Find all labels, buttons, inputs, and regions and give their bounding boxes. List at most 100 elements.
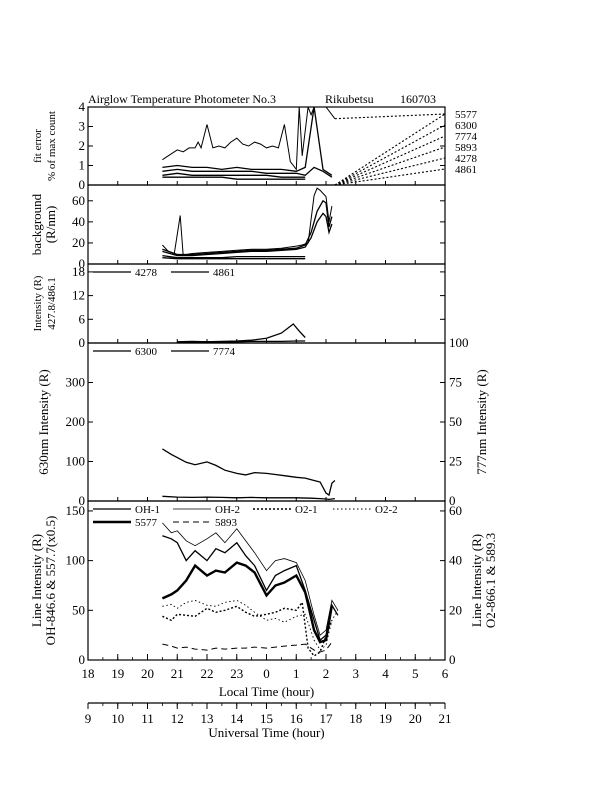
y-tick-label: 0 xyxy=(79,256,86,271)
legend-label: O2-2 xyxy=(375,504,398,516)
y-axis-label: fit error xyxy=(32,129,44,163)
x-tick-label: 1 xyxy=(293,666,300,681)
right-label: 4278 xyxy=(455,153,478,165)
series-line-5577 xyxy=(161,561,334,644)
y-right-axis-label: 777nm Intensity (R) xyxy=(474,369,489,474)
x-tick-label: 0 xyxy=(263,666,270,681)
series-line-3 xyxy=(162,172,306,178)
right-label: 5577 xyxy=(455,109,478,121)
y-tick-label: 0 xyxy=(79,652,86,667)
series-line-0 xyxy=(162,107,336,171)
ut-tick-label: 10 xyxy=(111,711,124,726)
x-tick-label: 3 xyxy=(353,666,360,681)
y-axis-label: (R/nm) xyxy=(43,206,58,244)
series-line-3 xyxy=(162,254,306,259)
y-tick-label: 0 xyxy=(79,493,86,508)
legend-label: OH-1 xyxy=(135,504,160,516)
legend-label: 5577 xyxy=(135,517,158,529)
leader-line xyxy=(334,135,446,186)
series-group xyxy=(177,323,306,343)
y-tick-label: 20 xyxy=(72,235,85,250)
legend-label: 7774 xyxy=(213,346,236,358)
station: Rikubetsu xyxy=(325,92,374,106)
date: 160703 xyxy=(400,92,436,106)
ut-tick-label: 21 xyxy=(439,711,452,726)
y-tick-label: 0 xyxy=(79,335,86,350)
series-line-2 xyxy=(162,166,333,178)
legend-label: OH-2 xyxy=(215,504,240,516)
y-right-tick-label: 40 xyxy=(449,553,462,568)
panel-frame xyxy=(87,342,446,502)
series-group xyxy=(162,448,336,501)
y-right-tick-label: 60 xyxy=(449,503,462,518)
legend-label: 4861 xyxy=(213,267,235,279)
series-line-1 xyxy=(162,107,333,176)
y-right-axis-label: Line Intensity (R) xyxy=(469,534,484,627)
y-right-tick-label: 50 xyxy=(449,414,462,429)
y-tick-label: 100 xyxy=(66,454,86,469)
y-tick-label: 3 xyxy=(79,119,86,134)
ut-axis-label: Universal Time (hour) xyxy=(208,725,324,740)
y-axis-label: background xyxy=(29,193,44,255)
series-line-OH-2 xyxy=(162,522,339,636)
ut-tick-label: 19 xyxy=(379,711,392,726)
panel-frame xyxy=(87,184,446,265)
series-line-4 xyxy=(162,257,306,260)
legend-label: O2-1 xyxy=(295,504,318,516)
y-tick-label: 2 xyxy=(79,138,86,153)
series-line-4278 xyxy=(177,323,306,343)
x-tick-label: 22 xyxy=(201,666,214,681)
leader-line xyxy=(334,146,446,186)
right-label: 6300 xyxy=(455,120,478,132)
series-group xyxy=(162,107,336,180)
series-line-4 xyxy=(162,176,306,180)
y-right-tick-label: 20 xyxy=(449,602,462,617)
y-tick-label: 6 xyxy=(79,311,86,326)
legend-label: 6300 xyxy=(135,346,158,358)
right-label: 5893 xyxy=(455,142,478,154)
y-axis-label: Intensity (R) xyxy=(32,275,44,331)
y-right-tick-label: 100 xyxy=(449,335,469,350)
ut-tick-label: 17 xyxy=(320,711,334,726)
y-tick-label: 200 xyxy=(66,414,86,429)
x-tick-label: 23 xyxy=(230,666,243,681)
y-tick-label: 1 xyxy=(79,158,86,173)
series-line-7774 xyxy=(162,495,335,501)
ut-tick-label: 16 xyxy=(290,711,304,726)
x-tick-label: 4 xyxy=(382,666,389,681)
title: Airglow Temperature Photometer No.3 xyxy=(88,92,276,106)
leader-line xyxy=(334,157,446,186)
panel-intensity-427-486: 0 6 12 18 Intensity (R) 427.8/486.1 4278 4861 xyxy=(32,263,446,350)
ut-tick-label: 15 xyxy=(260,711,273,726)
series-line-6300 xyxy=(162,448,336,497)
right-label: 4861 xyxy=(455,164,477,176)
y-tick-label: 50 xyxy=(72,602,85,617)
series-line-4861 xyxy=(177,340,306,343)
y-axis-label: 427.8/486.1 xyxy=(46,277,58,330)
y-right-tick-label: 75 xyxy=(449,375,462,390)
leader-line xyxy=(334,113,446,186)
y-axis-label: % of max count xyxy=(46,111,58,181)
x-tick-label: 6 xyxy=(442,666,449,681)
y-tick-label: 100 xyxy=(66,553,86,568)
panel-fit-error: 0 1 2 3 4 fit error% of max count 557763007774… xyxy=(32,99,478,192)
leader-line xyxy=(334,124,446,186)
y-axis-label: OH-846.6 & 557.7(x0.5) xyxy=(43,516,58,646)
x-tick-label: 2 xyxy=(323,666,330,681)
ut-tick-label: 18 xyxy=(349,711,362,726)
y-tick-label: 4 xyxy=(79,99,86,114)
series-line-0 xyxy=(162,187,333,257)
y-tick-label: 0 xyxy=(79,177,86,192)
x-tick-label: 5 xyxy=(412,666,419,681)
x-tick-label: 18 xyxy=(82,666,95,681)
series-line-O2-2 xyxy=(162,599,339,651)
ut-tick-label: 13 xyxy=(201,711,214,726)
x-tick-label: 19 xyxy=(111,666,124,681)
x-tick-label: 21 xyxy=(171,666,184,681)
series-line-2 xyxy=(162,212,333,257)
y-axis-label: Line Intensity (R) xyxy=(29,534,44,627)
y-right-tick-label: 0 xyxy=(449,652,456,667)
